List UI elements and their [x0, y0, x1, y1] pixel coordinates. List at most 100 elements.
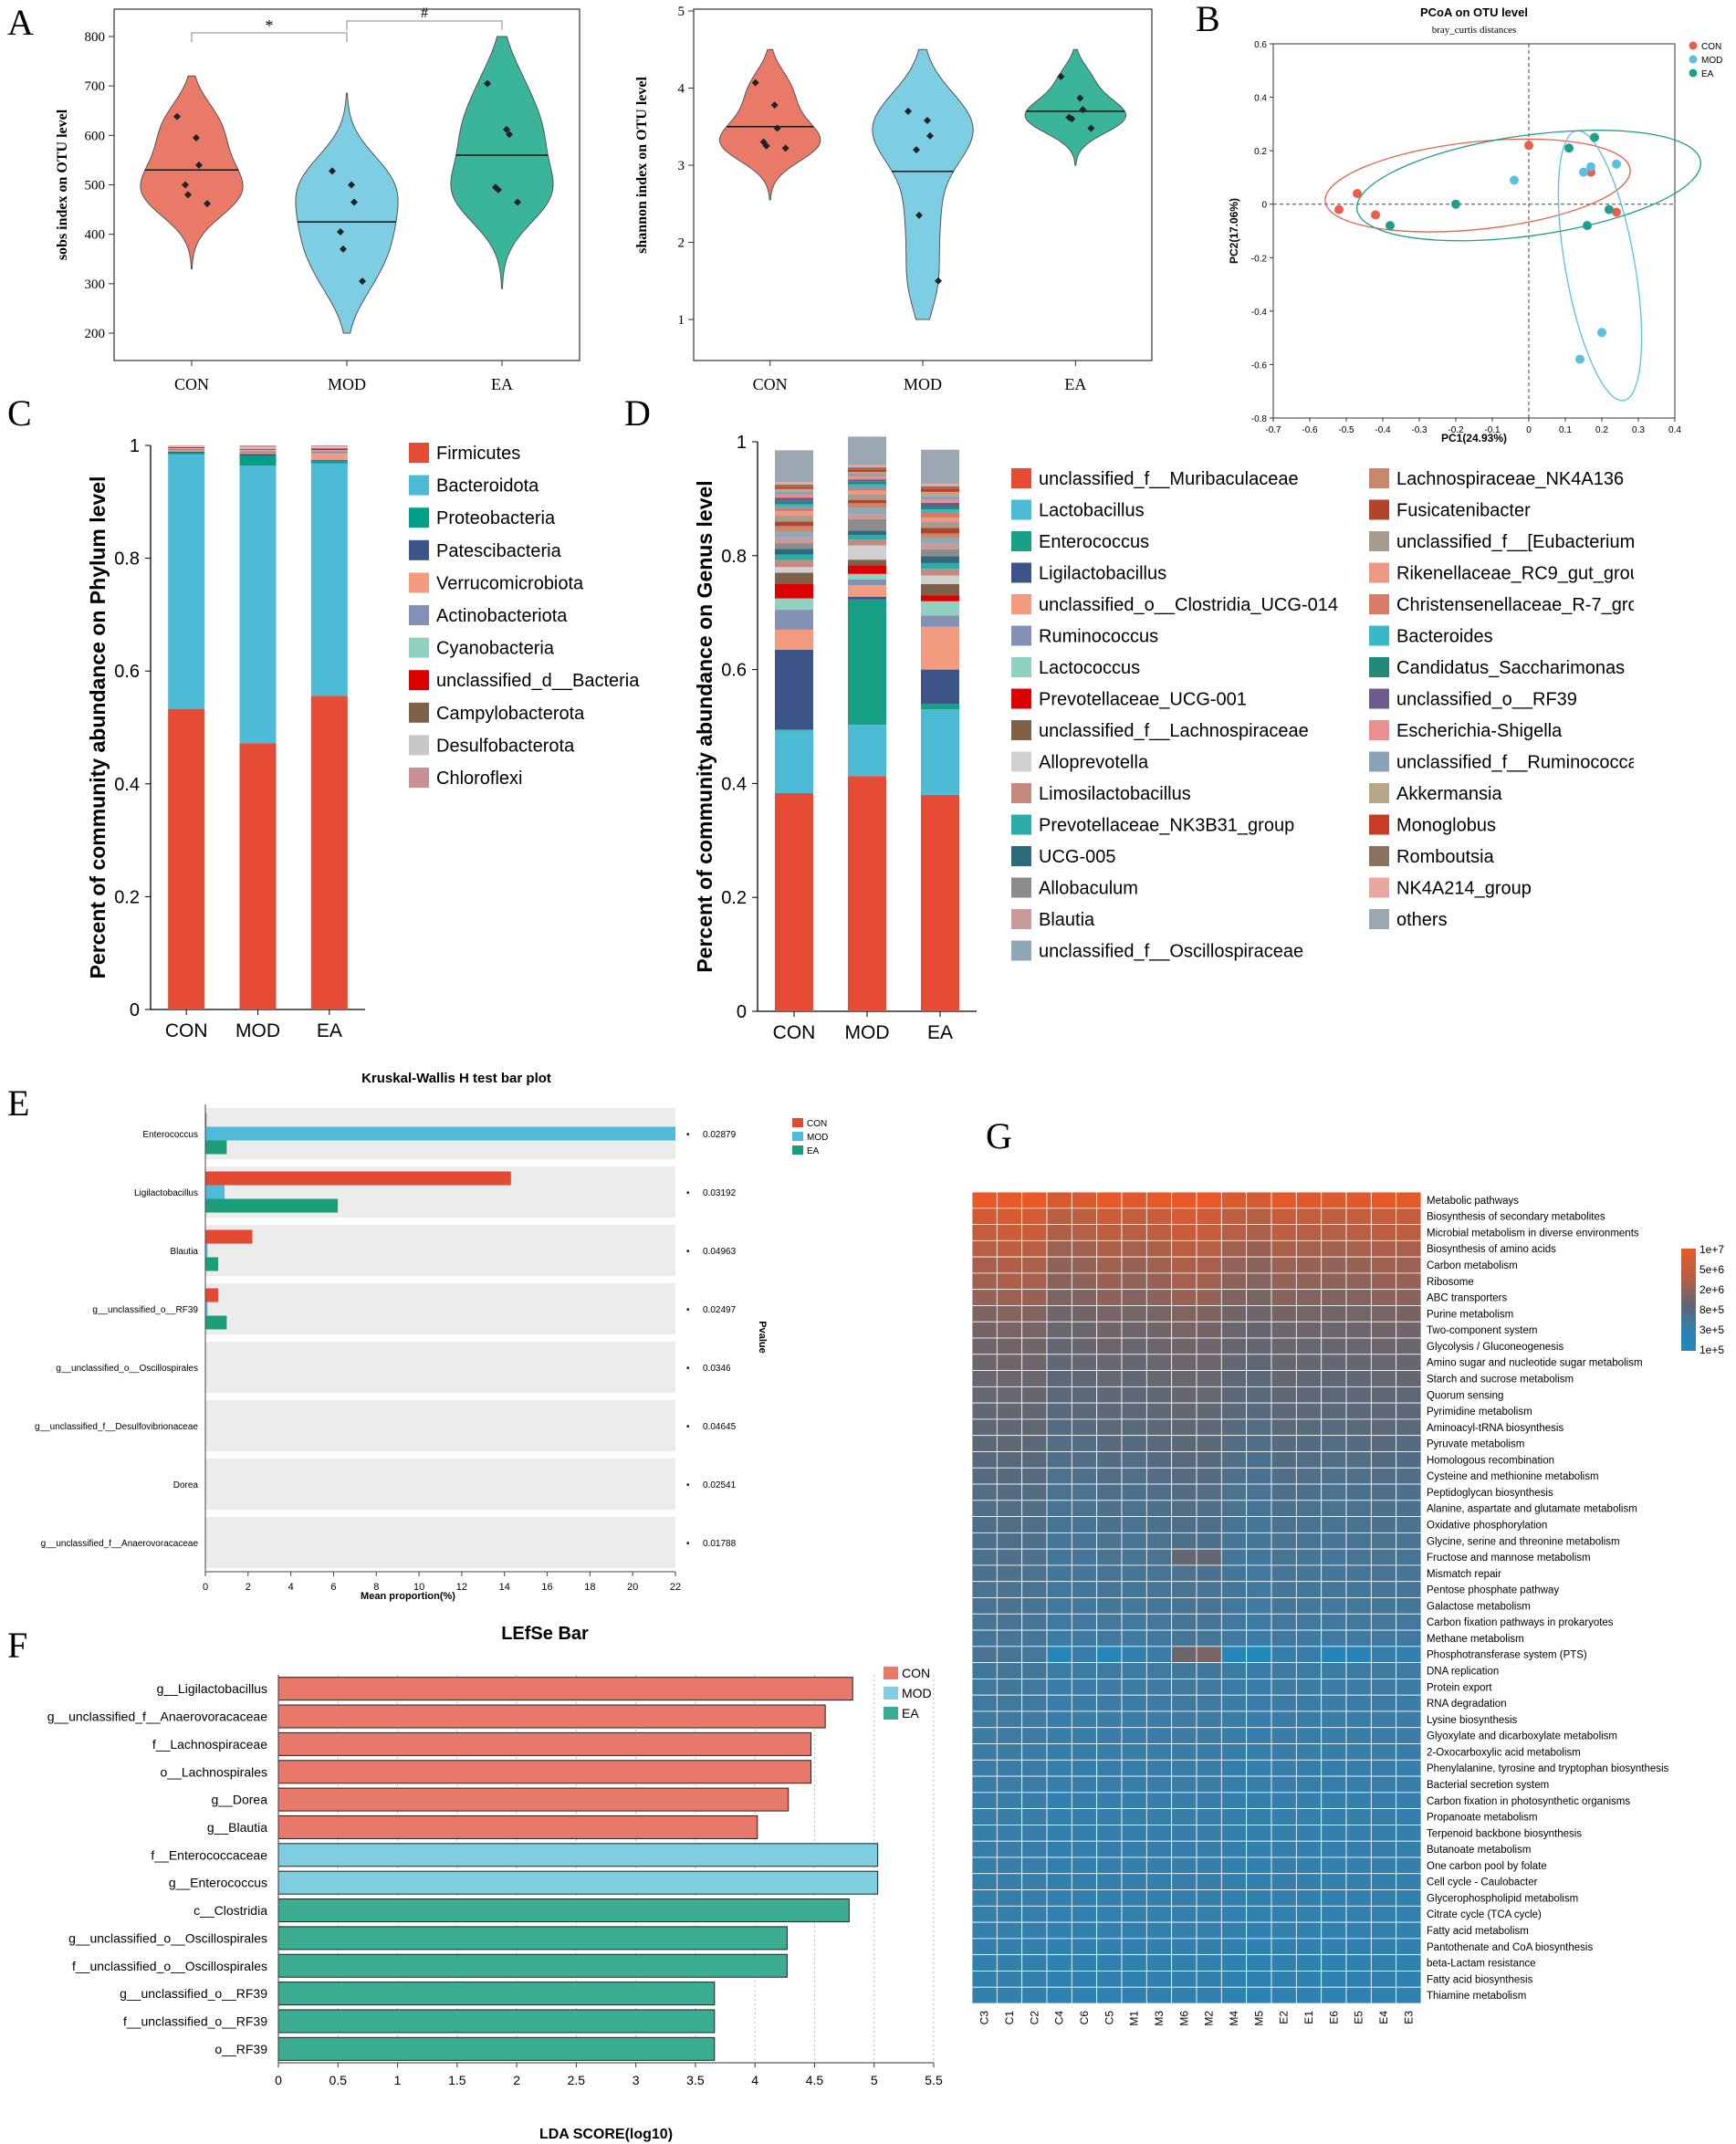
- heatmap-cell: [1071, 1986, 1098, 2004]
- row-label: Quorum sensing: [1427, 1390, 1503, 1401]
- heatmap-cell: [1396, 1938, 1422, 1956]
- heatmap-cell: [1370, 1792, 1397, 1810]
- bar-segment: [775, 730, 813, 794]
- heatmap-cell: [1370, 1337, 1397, 1355]
- bar-segment: [848, 507, 886, 515]
- heatmap-cell: [1071, 1224, 1098, 1241]
- bar-segment: [168, 450, 205, 452]
- row-label: RNA degradation: [1427, 1699, 1507, 1710]
- legend-label: unclassified_d__Bacteria: [436, 671, 640, 691]
- y-tick-label: 200: [85, 327, 106, 341]
- heatmap-cell: [1121, 1986, 1147, 2004]
- heatmap-cell: [1345, 1239, 1372, 1258]
- legend-label: Desulfobacterota: [436, 736, 575, 756]
- lefse-bar-con: [277, 1704, 826, 1729]
- heatmap-cell: [1121, 1775, 1147, 1794]
- heatmap-cell: [1046, 1905, 1072, 1923]
- heatmap-cell: [1196, 1321, 1222, 1339]
- data-point: [173, 112, 181, 120]
- heatmap-cell: [1196, 1840, 1222, 1858]
- x-tick-label-con: CON: [174, 375, 209, 393]
- heatmap-cell: [1021, 1564, 1048, 1583]
- heatmap-cell: [1071, 1905, 1098, 1923]
- heatmap-cell: [1370, 1516, 1397, 1533]
- pvalue-axis-label: Pvalue: [757, 1321, 768, 1353]
- heatmap-cell: [1220, 1272, 1248, 1291]
- heatmap-cell: [1370, 1597, 1397, 1615]
- bar-segment: [848, 530, 886, 536]
- x-tick-label: 2: [513, 2073, 520, 2087]
- heatmap-cell: [1321, 1354, 1347, 1371]
- bar-segment: [775, 793, 813, 1011]
- row-label: Pantothenate and CoA biosynthesis: [1427, 1942, 1593, 1953]
- heatmap-cell: [1196, 1418, 1222, 1437]
- x-tick-label: 0.5: [329, 2073, 348, 2087]
- x-tick-label: 0.2: [1595, 425, 1608, 435]
- heatmap-cell: [1121, 1337, 1147, 1355]
- heatmap-cell: [1271, 1564, 1297, 1583]
- row-label: Citrate cycle (TCA cycle): [1427, 1909, 1542, 1920]
- heatmap-cell: [1046, 1825, 1072, 1842]
- legend-swatch: [1369, 594, 1389, 614]
- bar-segment: [848, 573, 886, 580]
- heatmap-cell: [1096, 1759, 1123, 1777]
- heatmap-cell: [1196, 1532, 1222, 1550]
- heatmap-cell: [1046, 1873, 1072, 1890]
- heatmap-cell: [1345, 1256, 1372, 1274]
- data-point: [503, 125, 510, 133]
- heatmap-cell: [1071, 1467, 1098, 1485]
- heatmap-cell: [1295, 1759, 1323, 1777]
- heatmap-cell: [1096, 1239, 1123, 1258]
- heatmap-cell: [1246, 1191, 1272, 1209]
- heatmap-cell: [1096, 1954, 1123, 1971]
- heatmap-cell: [1345, 1808, 1372, 1825]
- row-label: Lysine biosynthesis: [1427, 1715, 1518, 1726]
- bar-segment: [848, 436, 886, 465]
- lefse-bar-ea: [277, 1982, 716, 2006]
- point-mod: [1510, 175, 1519, 185]
- heatmap-cell: [1046, 1451, 1072, 1469]
- heatmap-cell: [1046, 1386, 1072, 1404]
- heatmap-cell: [1096, 1402, 1123, 1420]
- point-ea: [1583, 221, 1592, 231]
- heatmap-cell: [1021, 1840, 1048, 1858]
- x-axis-label: Mean proportion(%): [361, 1591, 455, 1602]
- pvalue-marker: •: [686, 1422, 690, 1432]
- heatmap-cell: [1321, 1759, 1347, 1777]
- pvalue-marker: •: [686, 1130, 690, 1140]
- row-band: [205, 1517, 675, 1568]
- heatmap-cell: [1271, 1354, 1297, 1371]
- heatmap-cell: [1220, 1305, 1248, 1323]
- data-point: [506, 131, 513, 139]
- heatmap-cell: [1121, 1289, 1147, 1306]
- heatmap-cell: [971, 1386, 998, 1404]
- heatmap-cell: [1096, 1646, 1123, 1664]
- heatmap-cell: [1370, 1418, 1397, 1437]
- heatmap-cell: [1370, 1727, 1397, 1744]
- heatmap-cell: [996, 1856, 1023, 1875]
- heatmap-cell: [1171, 1321, 1197, 1339]
- heatmap-cell: [971, 1613, 998, 1631]
- heatmap-cell: [1071, 1354, 1098, 1371]
- significance-label: #: [421, 5, 428, 21]
- data-point: [329, 167, 336, 175]
- legend-swatch: [1011, 468, 1031, 488]
- bar-con: [205, 1229, 253, 1244]
- bar-segment: [168, 453, 205, 455]
- heatmap-cell: [1145, 1873, 1173, 1890]
- heatmap-cell: [1145, 1662, 1173, 1679]
- heatmap-cell: [1246, 1208, 1272, 1225]
- x-tick-label: 16: [541, 1582, 552, 1593]
- heatmap-cell: [1370, 1759, 1397, 1777]
- bar-segment: [921, 521, 959, 528]
- heatmap-cell: [1196, 1889, 1222, 1907]
- heatmap-cell: [1220, 1483, 1248, 1501]
- violin-mod: [872, 48, 974, 320]
- heatmap-cell: [1271, 1208, 1297, 1225]
- heatmap-cell: [1295, 1532, 1323, 1550]
- heatmap-cell: [1271, 1386, 1297, 1404]
- heatmap-cell: [1321, 1548, 1347, 1566]
- heatmap-cell: [1220, 1516, 1248, 1533]
- heatmap-cell: [1021, 1856, 1048, 1875]
